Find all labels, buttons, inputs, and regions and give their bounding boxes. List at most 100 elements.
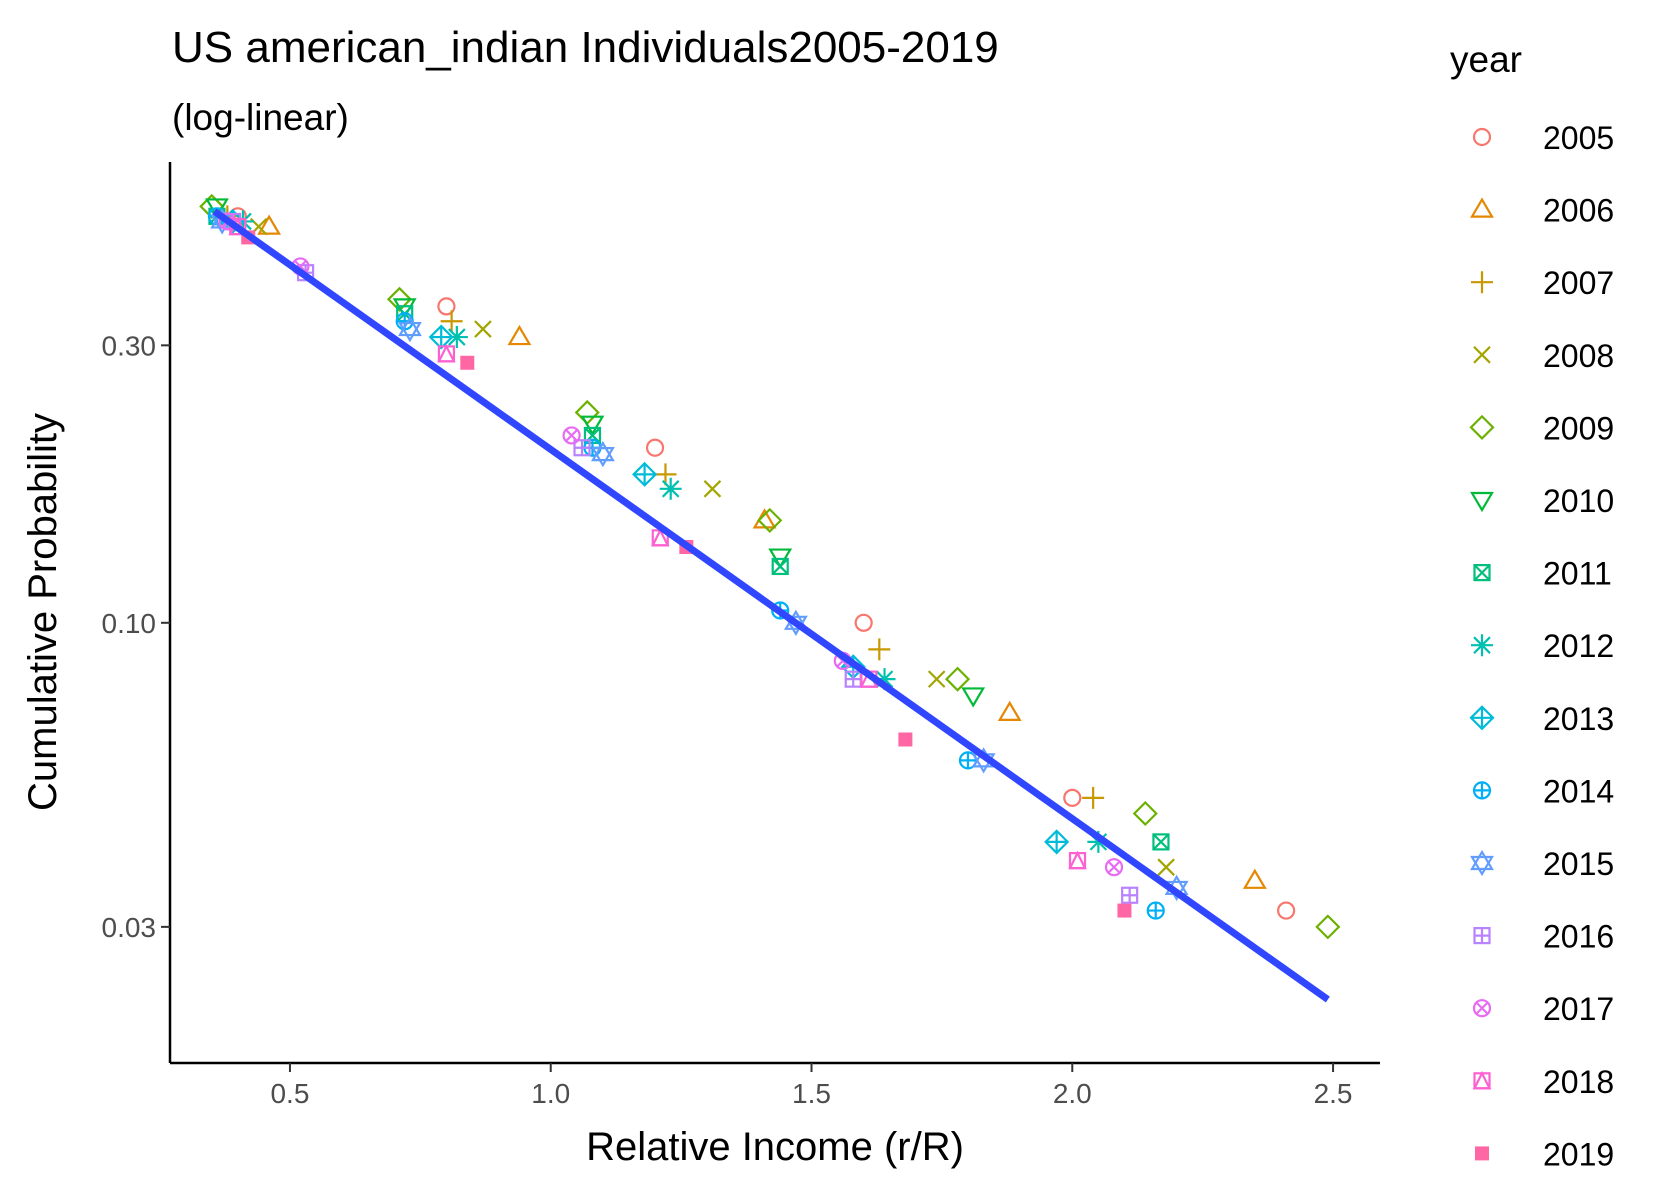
- legend-key: [1473, 926, 1491, 945]
- legend-label: 2007: [1543, 265, 1614, 301]
- legend-key: [1469, 414, 1495, 440]
- data-point: [440, 310, 463, 333]
- legend-label: 2018: [1543, 1064, 1614, 1100]
- y-tick-label: 0.03: [102, 912, 157, 943]
- plot-area: [199, 193, 1341, 1003]
- data-point: [757, 507, 783, 533]
- legend-label: 2009: [1543, 410, 1614, 446]
- data-point: [645, 438, 665, 457]
- legend-key: [1471, 271, 1493, 294]
- series-2011: [208, 207, 1170, 851]
- legend-key: [1473, 346, 1491, 364]
- x-tick-label: 0.5: [270, 1078, 309, 1109]
- legend-key: [1472, 781, 1492, 800]
- legend-key: [1472, 999, 1492, 1018]
- x-tick-label: 2.0: [1053, 1078, 1092, 1109]
- data-point: [428, 324, 454, 350]
- legend-item-2019: 2019: [1475, 1136, 1614, 1172]
- legend-label: 2005: [1543, 120, 1614, 156]
- data-point: [590, 440, 615, 468]
- data-point: [574, 399, 600, 426]
- data-point: [507, 324, 532, 346]
- chart-title: US american_indian Individuals2005-2019: [172, 23, 999, 72]
- legend-items: 2005 2006 2007 2008 2009 2010 2011 2012 2013 2014…: [1469, 120, 1614, 1172]
- x-tick-label: 1.5: [792, 1078, 831, 1109]
- series-2014: [207, 207, 1165, 920]
- series-2007: [216, 205, 1105, 809]
- data-point: [997, 700, 1022, 721]
- data-point: [1082, 786, 1105, 809]
- data-point: [445, 326, 468, 349]
- data-point: [659, 477, 682, 500]
- x-axis-title: Relative Income (r/R): [586, 1125, 964, 1169]
- data-point: [1157, 858, 1175, 876]
- data-point: [654, 463, 677, 486]
- series-2019: [241, 230, 1132, 918]
- legend-label: 2006: [1543, 193, 1614, 229]
- series-2009: [199, 193, 1341, 940]
- data-point: [1132, 800, 1158, 827]
- legend-label: 2015: [1543, 846, 1614, 882]
- legend-item-2016: 2016: [1473, 919, 1614, 955]
- data-point: [1063, 788, 1082, 807]
- data-point: [1152, 833, 1170, 851]
- legend-item-2014: 2014: [1472, 773, 1614, 809]
- y-tick-label: 0.30: [102, 330, 157, 361]
- data-point: [927, 670, 946, 688]
- legend-label: 2016: [1543, 919, 1614, 955]
- data-point: [898, 732, 913, 747]
- legend-item-2010: 2010: [1470, 483, 1614, 519]
- legend-item-2011: 2011: [1473, 556, 1612, 592]
- legend-key: [1469, 705, 1495, 731]
- legend-item-2006: 2006: [1470, 193, 1614, 229]
- data-point: [474, 320, 492, 338]
- legend-label: 2019: [1543, 1136, 1614, 1172]
- legend-item-2015: 2015: [1470, 846, 1614, 882]
- legend-key: [1470, 197, 1494, 218]
- data-point: [437, 343, 456, 363]
- data-point: [1121, 886, 1139, 904]
- legend-key: [1471, 634, 1493, 657]
- y-axis-ticks: 0.03 0.10 0.30: [102, 330, 170, 943]
- data-point: [1117, 903, 1132, 918]
- data-point: [868, 638, 891, 661]
- legend-label: 2014: [1543, 773, 1614, 809]
- data-point: [257, 214, 282, 235]
- series-2008: [249, 217, 1175, 876]
- y-axis-title: Cumulative Probability: [21, 413, 65, 811]
- data-point: [1044, 829, 1070, 855]
- legend-label: 2012: [1543, 628, 1614, 664]
- legend-key: [1473, 563, 1491, 582]
- legend-item-2009: 2009: [1469, 410, 1614, 446]
- fit-line-layer: [212, 208, 1330, 1003]
- legend-label: 2010: [1543, 483, 1614, 519]
- data-point: [460, 355, 475, 370]
- data-point: [397, 315, 422, 343]
- data-point: [437, 297, 456, 316]
- data-point: [386, 286, 413, 312]
- data-point: [944, 666, 971, 692]
- legend-key: [1470, 849, 1494, 877]
- data-point: [632, 461, 658, 487]
- legend-key: [1475, 1146, 1489, 1161]
- data-point: [1242, 868, 1267, 889]
- legend-title: year: [1450, 39, 1522, 80]
- data-point: [1315, 914, 1341, 940]
- data-point: [1146, 901, 1165, 920]
- legend-label: 2008: [1543, 338, 1614, 374]
- data-point: [703, 480, 722, 498]
- data-point: [1104, 858, 1124, 877]
- legend-key: [1470, 491, 1494, 513]
- x-axis-ticks: 0.5 1.0 1.5 2.0 2.5: [270, 1063, 1353, 1109]
- data-point: [961, 687, 986, 708]
- legend-item-2005: 2005: [1472, 120, 1614, 156]
- legend-item-2017: 2017: [1472, 991, 1614, 1027]
- legend-key: [1472, 127, 1492, 147]
- legend-item-2018: 2018: [1472, 1064, 1614, 1100]
- points-layer: [199, 193, 1341, 940]
- legend-label: 2017: [1543, 991, 1614, 1027]
- legend-key: [1472, 1070, 1492, 1090]
- data-point: [562, 426, 581, 445]
